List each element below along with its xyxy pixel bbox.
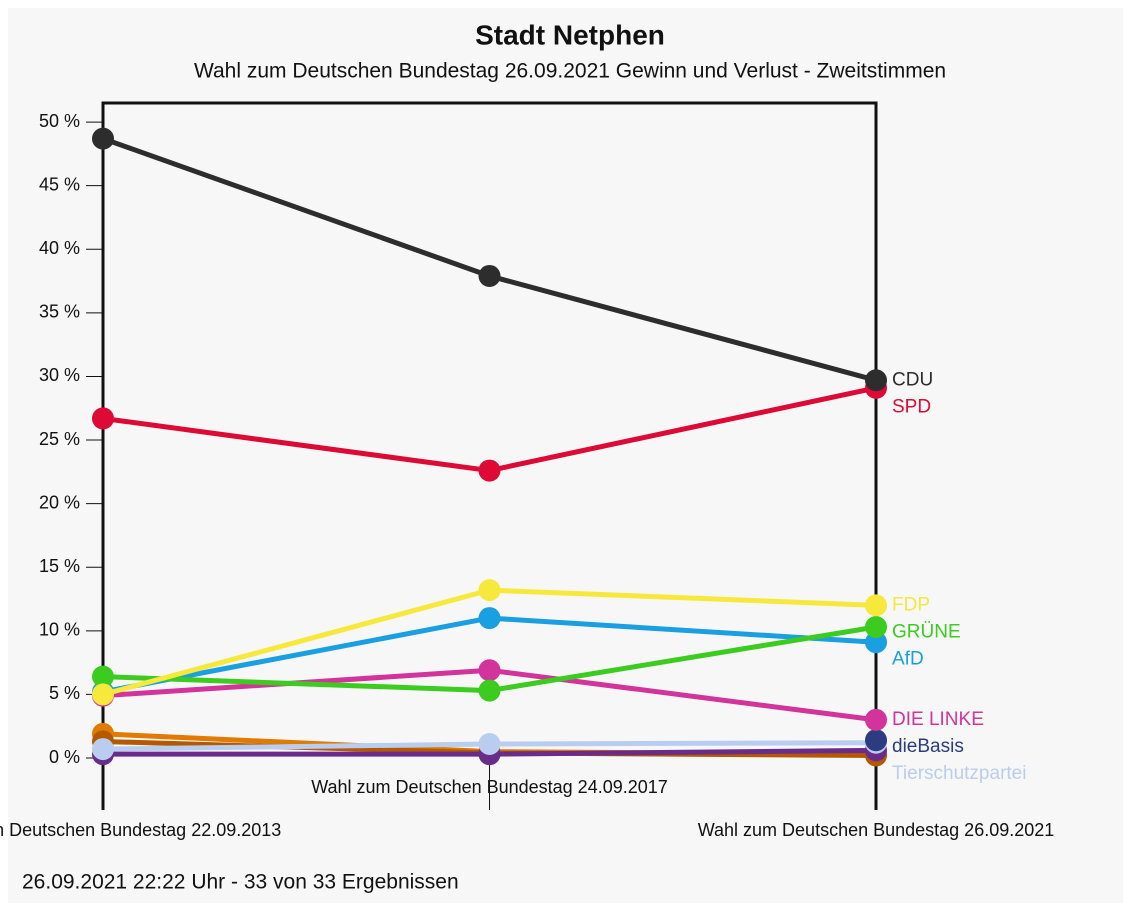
series-label: dieBasis	[892, 736, 964, 757]
data-point	[865, 631, 887, 654]
y-tick-label: 15 %	[39, 556, 80, 576]
data-point	[865, 708, 887, 731]
data-point	[478, 264, 501, 287]
y-tick-label: 5 %	[49, 683, 80, 703]
data-point	[865, 729, 887, 752]
y-tick-label: 45 %	[39, 174, 80, 194]
data-point	[478, 733, 501, 756]
data-point	[478, 679, 501, 702]
chart-title: Stadt Netphen	[475, 19, 665, 50]
data-point	[92, 683, 114, 706]
data-point	[865, 369, 887, 392]
y-tick-label: 50 %	[39, 111, 80, 131]
y-tick-label: 20 %	[39, 492, 80, 512]
series-label: FDP	[892, 594, 930, 615]
data-point	[478, 659, 501, 682]
x-tick-label: Wahl zum Deutschen Bundestag 26.09.2021	[698, 820, 1055, 840]
data-point	[92, 127, 114, 150]
y-tick-label: 40 %	[39, 238, 80, 258]
x-tick-label: Wahl zum Deutschen Bundestag 22.09.2013	[0, 820, 281, 840]
footer: 26.09.2021 22:22 Uhr - 33 von 33 Ergebni…	[22, 871, 459, 894]
data-point	[92, 665, 114, 688]
y-tick-label: 10 %	[39, 620, 80, 640]
series-label: Tierschutzpartei	[892, 763, 1026, 784]
y-tick-label: 25 %	[39, 429, 80, 449]
series-label: SPD	[892, 396, 931, 417]
x-tick-label: Wahl zum Deutschen Bundestag 24.09.2017	[311, 777, 668, 797]
data-point	[478, 579, 501, 602]
series-label: AfD	[892, 648, 924, 669]
data-point	[92, 738, 114, 761]
data-point	[865, 616, 887, 638]
series-label: DIE LINKE	[892, 709, 984, 730]
series-label: CDU	[892, 369, 933, 390]
y-tick-label: 35 %	[39, 302, 80, 322]
data-point	[478, 459, 501, 482]
data-point	[92, 407, 114, 430]
frame	[101, 101, 878, 810]
y-tick-label: 0 %	[49, 747, 80, 767]
chart-subtitle: Wahl zum Deutschen Bundestag 26.09.2021 …	[194, 60, 946, 83]
series-label: GRÜNE	[892, 621, 961, 642]
data-point	[865, 594, 887, 617]
y-tick-label: 30 %	[39, 365, 80, 385]
data-point	[478, 607, 501, 630]
